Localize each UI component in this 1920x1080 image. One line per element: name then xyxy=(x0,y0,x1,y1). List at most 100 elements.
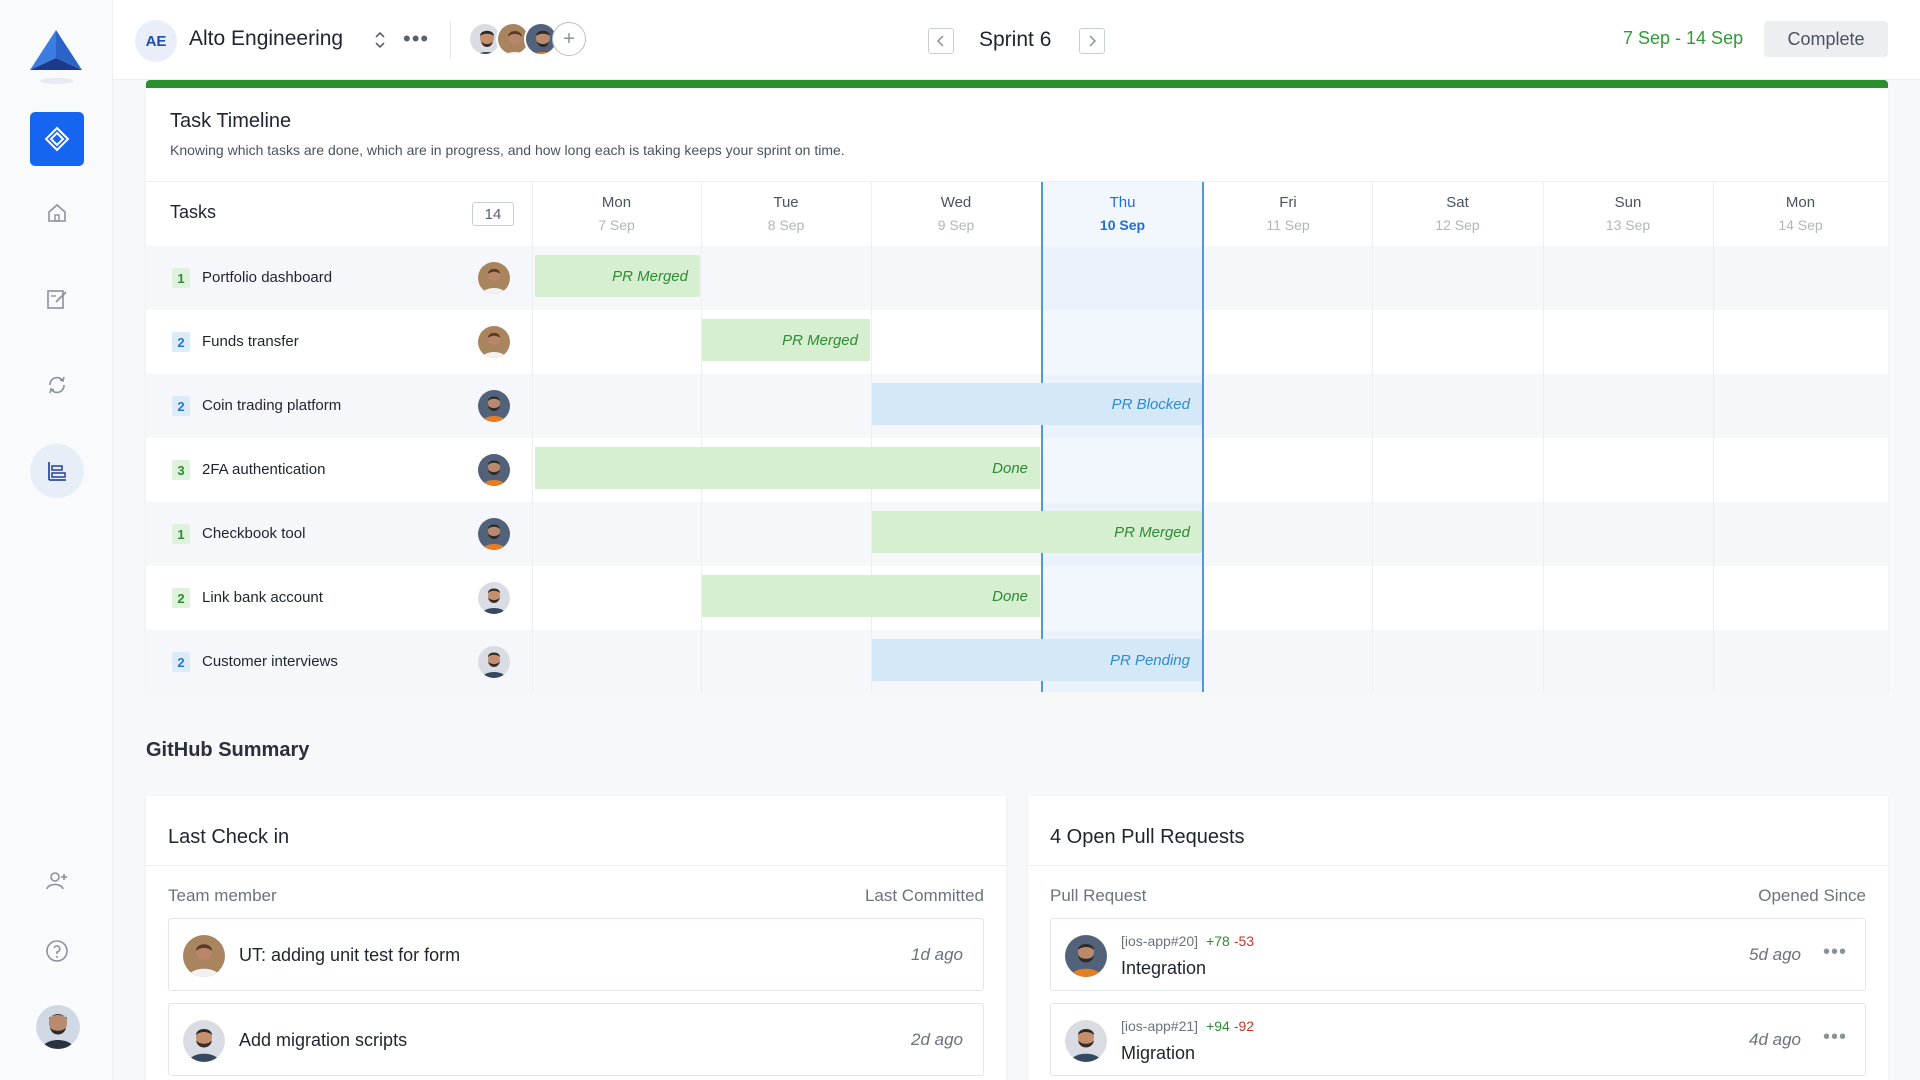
task-row[interactable]: 1 Checkbook tool xyxy=(146,502,532,566)
add-user-icon xyxy=(46,872,67,890)
task-row[interactable]: 1 Portfolio dashboard xyxy=(146,246,532,310)
previous-sprint-button[interactable] xyxy=(928,28,954,54)
task-bar[interactable]: Done xyxy=(535,447,1040,489)
sidebar-item-help[interactable] xyxy=(30,924,84,978)
assignee-avatar[interactable] xyxy=(478,582,510,614)
task-row[interactable]: 2 Funds transfer xyxy=(146,310,532,374)
today-column-highlight xyxy=(1041,182,1204,692)
sidebar-item-projects[interactable] xyxy=(30,112,84,166)
home-icon xyxy=(48,203,66,222)
task-bar[interactable]: PR Merged xyxy=(535,255,700,297)
task-bar[interactable]: Done xyxy=(702,575,1040,617)
lines-removed: -53 xyxy=(1233,933,1255,949)
day-header-sat: Sat 12 Sep xyxy=(1372,194,1543,233)
current-user-avatar[interactable] xyxy=(36,1005,80,1049)
assignee-avatar[interactable] xyxy=(478,326,510,358)
assignee-avatar[interactable] xyxy=(478,390,510,422)
pr-title: Integration xyxy=(1121,958,1207,978)
workspace-badge[interactable]: AE xyxy=(135,20,177,62)
task-row[interactable]: 2 Coin trading platform xyxy=(146,374,532,438)
add-member-button[interactable]: + xyxy=(552,22,586,56)
task-timeline-card: Task Timeline Knowing which tasks are do… xyxy=(146,80,1888,694)
task-bar[interactable]: PR Merged xyxy=(872,511,1202,553)
app-logo-icon[interactable] xyxy=(28,28,84,72)
column-header: Opened Since xyxy=(1758,886,1866,905)
day-date: 8 Sep xyxy=(767,217,805,233)
day-separator xyxy=(871,182,872,692)
day-separator xyxy=(1713,182,1714,692)
assignee-avatar[interactable] xyxy=(478,646,510,678)
day-header-sun: Sun 13 Sep xyxy=(1543,194,1713,233)
pr-reference: [ios-app#21] +94 -92 xyxy=(1121,1018,1254,1034)
day-date: 9 Sep xyxy=(937,217,975,233)
complete-sprint-button[interactable]: Complete xyxy=(1764,21,1888,57)
pr-id[interactable]: [ios-app#21] xyxy=(1121,1018,1199,1034)
assignee-avatar[interactable] xyxy=(478,262,510,294)
divider xyxy=(1028,865,1888,866)
pull-request-item[interactable]: [ios-app#20] +78 -53 Integration 5d ago ••… xyxy=(1050,918,1866,991)
timeline-chart-icon xyxy=(48,462,66,481)
open-pull-requests-card: 4 Open Pull Requests Pull Request Opened… xyxy=(1028,796,1888,1080)
task-row[interactable]: 2 Link bank account xyxy=(146,566,532,630)
row-background xyxy=(146,246,1888,310)
lines-added: +78 xyxy=(1206,933,1230,949)
diamond-layers-icon xyxy=(44,126,70,152)
assignee-avatar[interactable] xyxy=(478,518,510,550)
task-bar[interactable]: PR Blocked xyxy=(872,383,1202,425)
divider xyxy=(146,181,1888,182)
chevron-left-icon xyxy=(936,35,944,47)
card-title: Last Check in xyxy=(168,826,290,848)
more-options-icon[interactable]: ••• xyxy=(403,26,430,51)
workspace-name[interactable]: Alto Engineering xyxy=(189,27,344,50)
story-points-badge: 1 xyxy=(172,524,190,544)
day-header-mon: Mon 7 Sep xyxy=(532,194,701,233)
task-row[interactable]: 2 Customer interviews xyxy=(146,630,532,694)
sidebar-item-add-user[interactable] xyxy=(30,854,84,908)
day-separator xyxy=(701,182,702,692)
sync-icon xyxy=(49,376,65,394)
divider xyxy=(450,22,451,58)
task-name: Coin trading platform xyxy=(202,397,342,414)
lines-added: +94 xyxy=(1206,1018,1230,1034)
task-name: Customer interviews xyxy=(202,653,338,670)
day-separator xyxy=(1372,182,1373,692)
task-bar[interactable]: PR Pending xyxy=(872,639,1202,681)
task-row[interactable]: 3 2FA authentication xyxy=(146,438,532,502)
task-bar[interactable]: PR Merged xyxy=(702,319,870,361)
sidebar-item-timeline[interactable] xyxy=(30,444,84,498)
logo-shadow xyxy=(40,78,74,84)
assignee-avatar[interactable] xyxy=(478,454,510,486)
story-points-badge: 2 xyxy=(172,332,190,352)
pr-opened-since: 5d ago xyxy=(1749,945,1801,964)
github-summary-title: GitHub Summary xyxy=(146,739,310,761)
chevron-right-icon xyxy=(1089,35,1097,47)
pr-id[interactable]: [ios-app#20] xyxy=(1121,933,1199,949)
sidebar-item-home[interactable] xyxy=(30,186,84,240)
sidebar xyxy=(0,0,113,1080)
day-name: Sat xyxy=(1446,194,1469,211)
more-options-icon[interactable]: ••• xyxy=(1822,941,1847,963)
more-options-icon[interactable]: ••• xyxy=(1822,1026,1847,1048)
top-bar: AE Alto Engineering ••• + Sprint 6 7 Sep… xyxy=(113,0,1920,80)
column-header: Last Committed xyxy=(864,886,984,905)
tasks-column-header: Tasks xyxy=(170,202,217,222)
day-date: 7 Sep xyxy=(598,217,635,233)
author-avatar xyxy=(1065,935,1107,977)
help-icon xyxy=(46,940,68,962)
day-name: Tue xyxy=(773,194,799,211)
commit-time: 1d ago xyxy=(911,945,963,964)
story-points-badge: 2 xyxy=(172,396,190,416)
next-sprint-button[interactable] xyxy=(1079,28,1105,54)
sidebar-item-notes[interactable] xyxy=(30,272,84,326)
checkin-item[interactable]: UT: adding unit test for form 1d ago xyxy=(168,918,984,991)
checkin-item[interactable]: Add migration scripts 2d ago xyxy=(168,1003,984,1076)
team-avatar[interactable] xyxy=(496,22,530,56)
pr-reference: [ios-app#20] +78 -53 xyxy=(1121,933,1254,949)
chevron-up-down-icon[interactable] xyxy=(371,28,389,52)
timeline-title: Task Timeline xyxy=(170,110,292,132)
day-date: 13 Sep xyxy=(1605,217,1651,233)
pull-request-item[interactable]: [ios-app#21] +94 -92 Migration 4d ago ••• xyxy=(1050,1003,1866,1076)
sidebar-item-sync[interactable] xyxy=(30,358,84,412)
commit-message: Add migration scripts xyxy=(239,1030,408,1050)
day-header-wed: Wed 9 Sep xyxy=(871,194,1041,233)
